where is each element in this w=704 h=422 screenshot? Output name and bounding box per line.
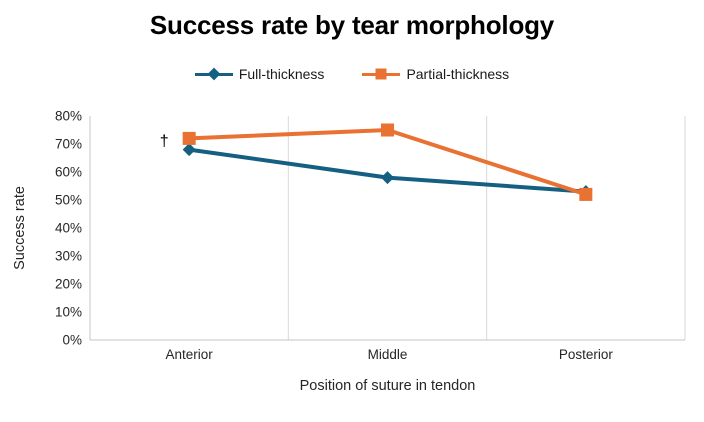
legend-item-full-thickness: Full-thickness bbox=[194, 66, 325, 82]
y-tick-label: 20% bbox=[55, 277, 82, 292]
y-tick-label: 10% bbox=[55, 305, 82, 320]
x-tick-label: Middle bbox=[368, 347, 408, 362]
y-tick-label: 70% bbox=[55, 137, 82, 152]
series-line-partial-thickness bbox=[189, 127, 587, 197]
x-tick-label: Anterior bbox=[166, 347, 214, 362]
legend-square-marker-icon bbox=[362, 68, 401, 81]
dagger-annotation: † bbox=[160, 133, 169, 150]
data-point-diamond bbox=[182, 143, 196, 157]
series-line-full-thickness bbox=[188, 147, 586, 194]
x-axis-title: Position of suture in tendon bbox=[300, 378, 476, 394]
chart-title: Success rate by tear morphology bbox=[149, 10, 555, 40]
y-axis-title: Success rate bbox=[12, 186, 28, 270]
y-tick-label: 0% bbox=[62, 333, 82, 348]
y-tick-label: 50% bbox=[55, 193, 82, 208]
legend-diamond-marker-icon bbox=[194, 67, 233, 81]
data-point-square bbox=[579, 187, 593, 201]
y-tick-label: 40% bbox=[55, 221, 82, 236]
data-point-diamond bbox=[381, 171, 394, 185]
data-point-square bbox=[182, 131, 196, 145]
y-tick-label: 80% bbox=[55, 109, 82, 124]
legend: Full-thickness Partial-thickness bbox=[0, 66, 704, 82]
legend-label-full-thickness: Full-thickness bbox=[238, 66, 325, 82]
y-tick-label: 30% bbox=[55, 249, 82, 264]
legend-label-partial-thickness: Partial-thickness bbox=[406, 66, 510, 82]
x-tick-label: Posterior bbox=[559, 347, 614, 362]
legend-item-partial-thickness: Partial-thickness bbox=[362, 66, 509, 82]
y-tick-label: 60% bbox=[55, 165, 82, 180]
data-point-square bbox=[381, 123, 394, 137]
